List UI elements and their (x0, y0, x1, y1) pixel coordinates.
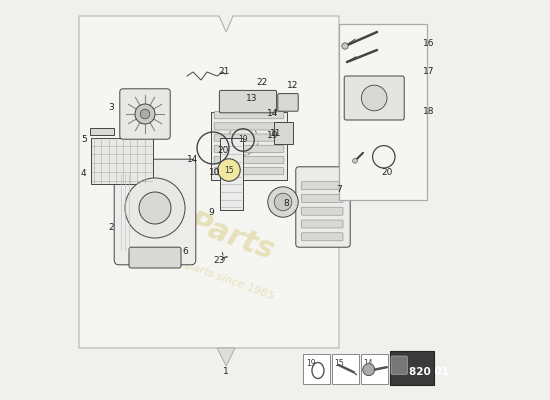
FancyBboxPatch shape (214, 112, 284, 119)
FancyBboxPatch shape (114, 159, 196, 265)
Circle shape (342, 43, 348, 49)
Circle shape (353, 158, 358, 163)
Circle shape (139, 192, 171, 224)
FancyBboxPatch shape (214, 145, 284, 152)
Text: euroParts: euroParts (112, 182, 278, 266)
Circle shape (363, 364, 375, 376)
Text: 4: 4 (81, 169, 86, 178)
Text: 18: 18 (423, 108, 434, 116)
Circle shape (140, 109, 150, 119)
Text: 16: 16 (423, 40, 434, 48)
Circle shape (268, 187, 298, 217)
Text: 15: 15 (334, 359, 344, 368)
FancyBboxPatch shape (344, 76, 404, 120)
Text: 6: 6 (182, 248, 188, 256)
Text: 820 01: 820 01 (409, 367, 449, 377)
FancyBboxPatch shape (391, 356, 408, 374)
Circle shape (218, 159, 240, 181)
FancyBboxPatch shape (219, 90, 277, 113)
FancyBboxPatch shape (214, 134, 284, 141)
Text: 22: 22 (257, 78, 268, 87)
FancyBboxPatch shape (214, 168, 284, 175)
Circle shape (125, 178, 185, 238)
FancyBboxPatch shape (211, 112, 287, 180)
Text: 10: 10 (209, 168, 221, 176)
FancyBboxPatch shape (214, 156, 284, 164)
Text: 9: 9 (208, 208, 214, 217)
FancyBboxPatch shape (301, 182, 343, 190)
FancyBboxPatch shape (296, 167, 350, 247)
FancyBboxPatch shape (301, 220, 343, 228)
FancyBboxPatch shape (220, 138, 243, 210)
Text: 14: 14 (364, 359, 373, 368)
Text: 12: 12 (287, 82, 299, 90)
Text: 2: 2 (108, 223, 114, 232)
FancyBboxPatch shape (90, 128, 114, 135)
Text: a passion for parts since 1985: a passion for parts since 1985 (114, 234, 276, 302)
Polygon shape (217, 348, 235, 366)
Text: 14: 14 (188, 155, 199, 164)
FancyBboxPatch shape (274, 122, 293, 144)
FancyBboxPatch shape (361, 354, 388, 384)
Text: 7: 7 (336, 185, 342, 194)
FancyBboxPatch shape (214, 123, 284, 130)
FancyBboxPatch shape (129, 247, 181, 268)
Text: 20: 20 (217, 146, 229, 155)
FancyBboxPatch shape (332, 354, 359, 384)
Text: 5: 5 (81, 136, 87, 144)
Text: 19: 19 (238, 136, 248, 144)
FancyBboxPatch shape (339, 24, 427, 200)
Circle shape (274, 193, 292, 211)
Polygon shape (79, 16, 339, 348)
Text: 19: 19 (267, 132, 279, 140)
Circle shape (361, 85, 387, 111)
Text: 21: 21 (218, 68, 229, 76)
Text: 19: 19 (306, 359, 315, 368)
Circle shape (135, 104, 155, 124)
FancyBboxPatch shape (91, 138, 153, 184)
FancyBboxPatch shape (390, 351, 434, 385)
Text: 20: 20 (381, 168, 392, 176)
FancyBboxPatch shape (120, 89, 170, 139)
Text: 11: 11 (271, 130, 282, 138)
Text: 3: 3 (108, 103, 114, 112)
Text: 8: 8 (283, 200, 289, 208)
FancyBboxPatch shape (301, 207, 343, 215)
Text: 17: 17 (423, 68, 434, 76)
Text: 14: 14 (267, 109, 279, 118)
FancyBboxPatch shape (301, 194, 343, 202)
Text: 23: 23 (213, 256, 225, 265)
Text: 13: 13 (246, 94, 258, 103)
Text: 15: 15 (224, 166, 234, 174)
FancyBboxPatch shape (301, 233, 343, 241)
FancyBboxPatch shape (303, 354, 330, 384)
FancyBboxPatch shape (278, 94, 298, 111)
Text: 1: 1 (223, 367, 229, 376)
